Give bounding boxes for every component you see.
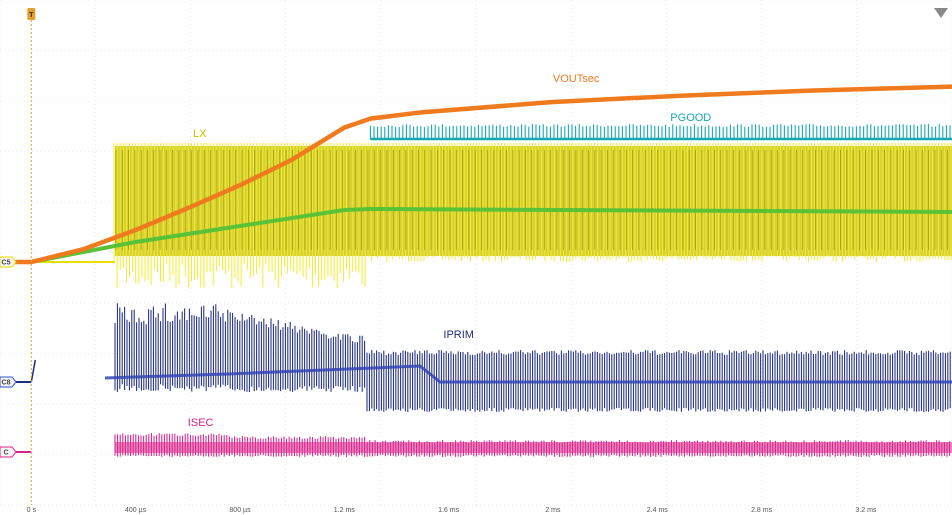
x-tick-label: 0 s: [27, 507, 37, 514]
x-tick-labels: 0 s 400 µs 800 µs 1.2 ms 1.6 ms 2 ms 2.4 ms 2.8…: [27, 507, 877, 514]
lx-band: [115, 146, 952, 256]
channel-marker-text: C: [3, 450, 8, 457]
trigger-marker-text: T: [29, 12, 34, 19]
series-label-isec: ISEC: [188, 417, 214, 429]
iprim-average: [104, 364, 952, 384]
x-tick-label: 3.2 ms: [855, 507, 877, 514]
x-tick-label: 2 ms: [545, 507, 561, 514]
series-pgood: [369, 124, 952, 141]
series-voutsec: [0, 84, 952, 265]
series-label-iprim: IPRIM: [443, 329, 474, 341]
channel-marker-text: C8: [2, 380, 11, 387]
corner-marker-icon: [934, 8, 948, 18]
x-tick-label: 400 µs: [125, 507, 147, 514]
series-label-voutsec: VOUTsec: [553, 73, 600, 85]
channel-marker: [0, 376, 17, 388]
x-tick-label: 2.4 ms: [647, 507, 669, 514]
traces: [0, 12, 952, 505]
iprim-step: [30, 359, 37, 383]
series-iprim: [0, 303, 952, 412]
signal-labels: VOUTsec PGOOD LX IPRIM ISEC: [188, 73, 712, 429]
series-lx: [0, 143, 952, 289]
channel-marker: [0, 256, 17, 268]
channel-marker: [0, 446, 17, 458]
isec-band: [115, 442, 952, 453]
x-tick-label: 2.8 ms: [751, 507, 773, 514]
channel-markers: T C5 C8 C: [0, 8, 948, 458]
x-tick-label: 800 µs: [229, 507, 251, 514]
trigger-marker: [27, 8, 36, 20]
series-label-lx: LX: [193, 128, 207, 140]
channel-marker-text: C5: [2, 260, 11, 267]
x-tick-label: 1.2 ms: [334, 507, 356, 514]
x-tick-label: 1.6 ms: [438, 507, 460, 514]
pgood-ripple: [369, 124, 951, 139]
series-label-pgood: PGOOD: [670, 112, 711, 124]
